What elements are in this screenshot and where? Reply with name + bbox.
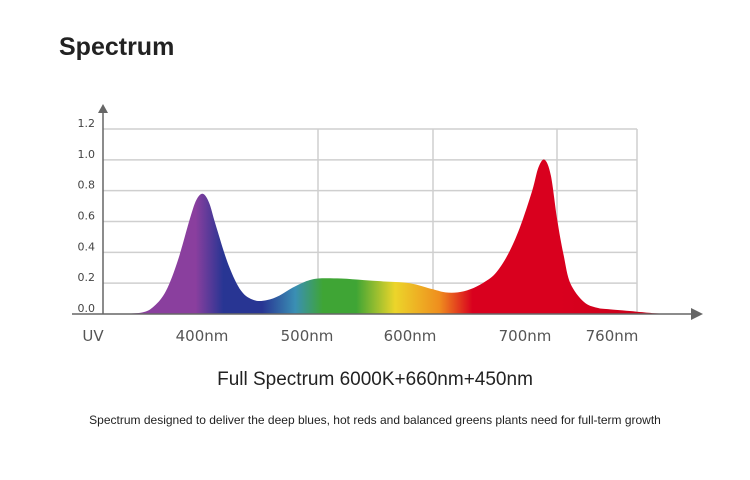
x-tick-label: 600nm	[384, 327, 437, 345]
y-tick-label: 0.6	[78, 210, 96, 223]
chart-caption: Spectrum designed to deliver the deep bl…	[89, 413, 661, 427]
spectrum-chart-svg: 1.2 1.0 0.8 0.6 0.4 0.2 0.0 UV 400nm 500nm 600nm 70…	[72, 104, 703, 345]
y-tick-label: 0.4	[78, 240, 96, 253]
x-axis-arrow	[691, 308, 703, 320]
x-tick-label: UV	[82, 327, 104, 345]
x-tick-label: 700nm	[499, 327, 552, 345]
x-tick-label: 400nm	[176, 327, 229, 345]
x-tick-label: 760nm	[586, 327, 639, 345]
chart-title: Full Spectrum 6000K+660nm+450nm	[217, 369, 533, 390]
y-tick-label: 1.2	[78, 117, 96, 130]
y-axis-arrow	[98, 104, 108, 113]
y-tick-label: 1.0	[78, 148, 96, 161]
y-tick-label: 0.2	[78, 271, 96, 284]
spectrum-chart: 1.2 1.0 0.8 0.6 0.4 0.2 0.0 UV 400nm 500nm 600nm 70…	[0, 95, 750, 355]
page-title: Spectrum	[59, 33, 175, 61]
spectrum-area	[118, 159, 672, 314]
y-tick-label: 0.8	[78, 179, 96, 192]
y-tick-label: 0.0	[78, 302, 96, 315]
x-tick-label: 500nm	[281, 327, 334, 345]
